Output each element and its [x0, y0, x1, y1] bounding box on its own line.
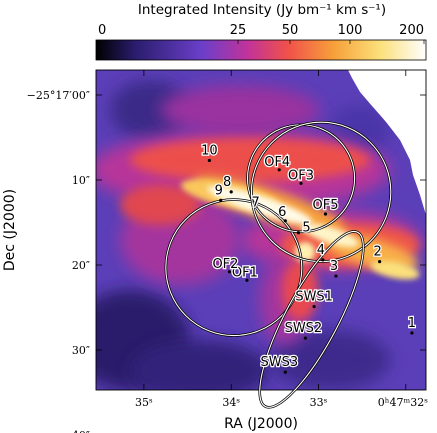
region-ellipse	[259, 230, 364, 408]
source-marker	[283, 219, 287, 223]
x-tick-label: 34ˢ	[222, 396, 240, 409]
source-label: 9	[215, 183, 223, 198]
y-tick-label: 40″	[72, 429, 90, 433]
source-marker	[299, 181, 303, 185]
y-tick-label: −25°17′00″	[27, 89, 90, 102]
region-circle	[250, 121, 392, 263]
source-label: 4	[317, 243, 325, 258]
source-label: 5	[302, 221, 310, 236]
source-label: 10	[201, 143, 218, 158]
y-tick-label: 10″	[72, 174, 90, 187]
x-tick-label: 0ʰ47ᵐ32ˢ	[378, 396, 428, 409]
colorbar-gradient	[95, 39, 427, 61]
colorbar-tick-label: 25	[230, 23, 247, 38]
source-label: OF5	[312, 198, 338, 213]
source-label: 2	[373, 245, 381, 260]
source-marker	[321, 258, 325, 262]
source-marker	[207, 158, 211, 163]
source-label: 7	[252, 195, 260, 210]
source-marker	[296, 231, 301, 235]
x-axis: 35ˢ 34ˢ 33ˢ 0ʰ47ᵐ32ˢ	[135, 70, 428, 409]
source-marker	[245, 278, 249, 282]
source-marker	[323, 212, 328, 216]
source-label: OF2	[212, 257, 238, 272]
source-marker	[378, 260, 382, 264]
y-axis: −25°17′00″ 10″ 20″ 30″ 40″	[27, 89, 426, 433]
source-marker	[219, 198, 223, 202]
source-label: SWS3	[261, 355, 299, 370]
source-marker	[303, 336, 308, 340]
source-marker	[229, 190, 233, 194]
intensity-map	[96, 70, 426, 390]
source-label: OF4	[264, 155, 290, 170]
colorbar-tick-label: 200	[399, 23, 424, 38]
x-tick-label: 35ˢ	[135, 396, 153, 409]
source-marker	[277, 168, 281, 172]
colorbar-tick-label: 100	[338, 23, 363, 38]
source-marker	[410, 331, 414, 335]
source-marker	[312, 305, 316, 309]
x-tick-label: 33ˢ	[310, 396, 328, 409]
source-label: 1	[408, 316, 416, 331]
colorbar-label: Integrated Intensity (Jy bm⁻¹ km s⁻¹)	[138, 2, 386, 18]
source-label: SWS2	[285, 321, 323, 336]
y-tick-label: 30″	[72, 344, 90, 357]
source-label: OF1	[232, 265, 258, 280]
colorbar-tick-label: 0	[98, 23, 106, 38]
x-axis-label: RA (J2000)	[224, 416, 298, 432]
region-overlays	[164, 120, 393, 409]
source-marker	[283, 370, 287, 374]
region-circle	[165, 198, 303, 337]
source-label: SWS1	[295, 290, 333, 305]
source-label: 3	[330, 259, 338, 274]
source-marker	[227, 270, 232, 274]
source-marker	[254, 204, 258, 208]
colorbar: Integrated Intensity (Jy bm⁻¹ km s⁻¹) 0 2…	[95, 2, 427, 61]
y-tick-label: 20″	[72, 259, 90, 272]
source-marker	[334, 274, 338, 278]
y-axis-label: Dec (J2000)	[2, 189, 18, 271]
source-label: 8	[223, 175, 231, 190]
map-frame	[95, 69, 427, 391]
colorbar-tick-label: 50	[282, 23, 299, 38]
source-label: OF3	[288, 168, 314, 183]
source-label: 6	[278, 205, 286, 220]
